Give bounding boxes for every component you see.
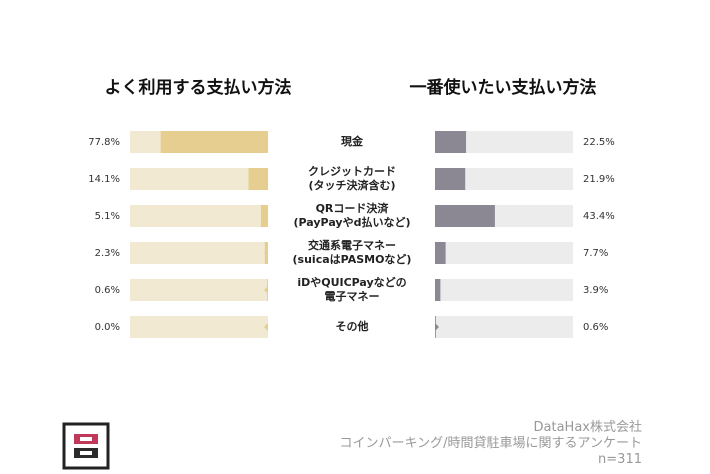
- bar-arrow: [435, 286, 439, 294]
- bar-track: [435, 242, 573, 264]
- bar-arrow: [264, 286, 268, 294]
- value-label: 5.1%: [95, 211, 120, 222]
- bar-arrow: [435, 212, 439, 220]
- value-label: 21.9%: [583, 174, 615, 185]
- series-title: 一番使いたい支払い方法: [410, 77, 597, 98]
- bar: [435, 131, 467, 153]
- bar: [435, 242, 446, 264]
- category-label: iDやQUICPayなどの 電子マネー: [297, 276, 407, 303]
- footer-company: DataHax株式会社: [533, 420, 642, 435]
- category-label: QRコード決済 (PayPayやd払いなど): [293, 202, 411, 229]
- value-label: 22.5%: [583, 137, 615, 148]
- bar-track: [435, 279, 573, 301]
- footer-sample: n=311: [598, 452, 642, 467]
- value-label: 14.1%: [88, 174, 120, 185]
- value-label: 2.3%: [95, 248, 120, 259]
- bar: [160, 131, 268, 153]
- bar: [435, 205, 495, 227]
- bar-track: [130, 205, 268, 227]
- footer-survey: コインパーキング/時間貸駐車場に関するアンケート: [339, 436, 642, 451]
- category-label: その他: [335, 320, 369, 333]
- bar-arrow: [264, 138, 268, 146]
- value-label: 0.0%: [95, 322, 120, 333]
- category-label: 現金: [341, 135, 363, 148]
- bar-track: [435, 168, 573, 190]
- bar: [248, 168, 268, 190]
- category-label: クレジットカード (タッチ決済含む): [308, 165, 396, 192]
- value-label: 43.4%: [583, 211, 615, 222]
- bar-track: [435, 316, 573, 338]
- bar-track: [130, 279, 268, 301]
- series-title: よく利用する支払い方法: [105, 77, 292, 98]
- bar-arrow: [264, 323, 268, 331]
- bar-arrow: [264, 249, 268, 257]
- category-label: 交通系電子マネー (suicaはPASMOなど): [292, 239, 412, 266]
- bar-track: [130, 242, 268, 264]
- bar-arrow: [264, 175, 268, 183]
- bar: [435, 168, 466, 190]
- logo: [62, 422, 110, 470]
- value-label: 3.9%: [583, 285, 608, 296]
- bar-arrow: [435, 323, 439, 331]
- bar-track: [130, 168, 268, 190]
- bar-arrow: [435, 249, 439, 257]
- value-label: 7.7%: [583, 248, 608, 259]
- value-label: 0.6%: [95, 285, 120, 296]
- bar-track: [130, 316, 268, 338]
- value-label: 0.6%: [583, 322, 608, 333]
- bar-arrow: [435, 175, 439, 183]
- bar-track: [435, 131, 573, 153]
- bar-arrow: [435, 138, 439, 146]
- bar-arrow: [264, 212, 268, 220]
- value-label: 77.8%: [88, 137, 120, 148]
